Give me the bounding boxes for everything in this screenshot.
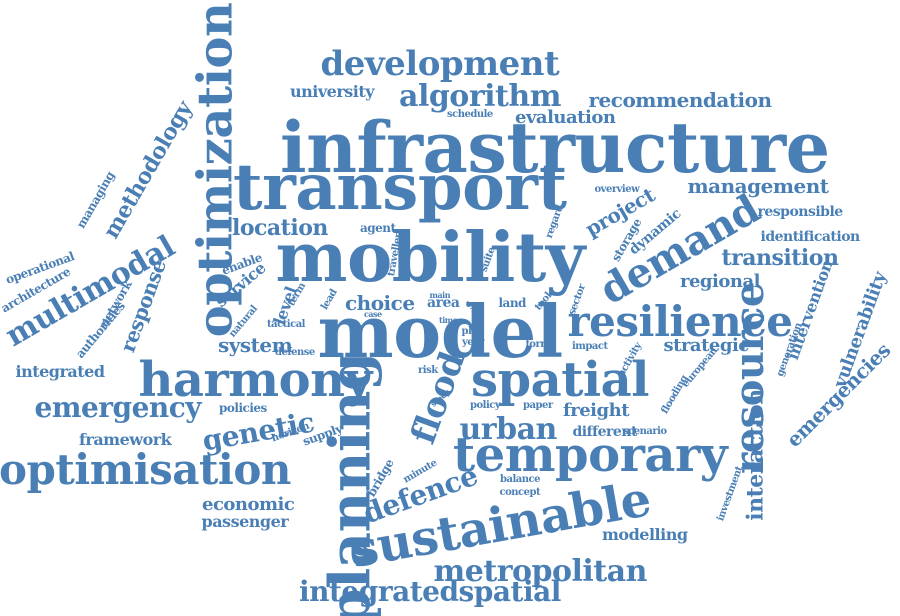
- cloud-word: tactical: [267, 319, 305, 330]
- cloud-word: regional: [680, 271, 760, 292]
- cloud-word: year: [462, 337, 484, 348]
- cloud-word: integratedspatial: [299, 575, 561, 608]
- cloud-word: choice: [345, 291, 415, 315]
- cloud-word: transition: [721, 245, 839, 271]
- cloud-word: system: [218, 333, 293, 357]
- cloud-word: infrastructure: [280, 106, 830, 189]
- cloud-word: impact: [572, 341, 608, 352]
- cloud-word: urban: [459, 412, 558, 447]
- cloud-word: integrated: [15, 362, 106, 381]
- cloud-word: optimisation: [0, 445, 291, 494]
- cloud-word: spatial: [471, 352, 649, 408]
- cloud-word: recommendation: [588, 88, 773, 112]
- cloud-word: development: [320, 44, 560, 84]
- cloud-word: overview: [594, 184, 640, 195]
- cloud-word: identification: [760, 229, 861, 245]
- cloud-word: scenario: [623, 426, 667, 437]
- cloud-word: temporary: [453, 427, 728, 483]
- cloud-word: risk: [418, 365, 438, 376]
- cloud-word: interaction: [742, 389, 769, 521]
- cloud-word: metropolitan: [433, 554, 648, 589]
- cloud-word: different: [572, 424, 638, 440]
- cloud-word: policies: [219, 401, 267, 415]
- cloud-word: land: [498, 296, 527, 310]
- cloud-word: harmony: [138, 352, 373, 408]
- cloud-word: schedule: [447, 109, 493, 120]
- cloud-word: time: [439, 315, 458, 325]
- cloud-word: resilience: [567, 297, 793, 346]
- cloud-word: transport: [233, 150, 567, 225]
- cloud-word: area: [427, 295, 460, 311]
- cloud-word: passenger: [201, 512, 289, 531]
- cloud-word: algorithm: [399, 79, 561, 114]
- cloud-word: strategic: [663, 335, 750, 356]
- cloud-word: plan: [461, 326, 485, 337]
- cloud-word: methodology: [98, 96, 198, 244]
- cloud-word: mobility: [275, 218, 586, 298]
- cloud-word: economic: [202, 494, 295, 515]
- cloud-word: management: [687, 174, 830, 198]
- cloud-word: framework: [79, 430, 172, 449]
- cloud-word: form: [525, 339, 551, 350]
- cloud-word: agent: [360, 221, 396, 235]
- cloud-word: emergency: [34, 391, 202, 424]
- cloud-word: model: [317, 289, 564, 374]
- cloud-word: defense: [275, 347, 315, 358]
- cloud-word: balance: [500, 474, 540, 485]
- cloud-word: paper: [523, 400, 553, 411]
- cloud-word: policy: [470, 400, 501, 411]
- cloud-word: location: [232, 215, 328, 241]
- cloud-word: evaluation: [515, 107, 616, 128]
- cloud-word: type: [466, 299, 485, 309]
- cloud-word: responsible: [757, 204, 844, 220]
- cloud-word: university: [290, 82, 375, 101]
- cloud-word: case: [364, 309, 382, 319]
- cloud-word: freight: [563, 400, 630, 421]
- cloud-word: modelling: [602, 525, 688, 544]
- cloud-word: main: [429, 290, 451, 300]
- cloud-word: concept: [499, 487, 541, 498]
